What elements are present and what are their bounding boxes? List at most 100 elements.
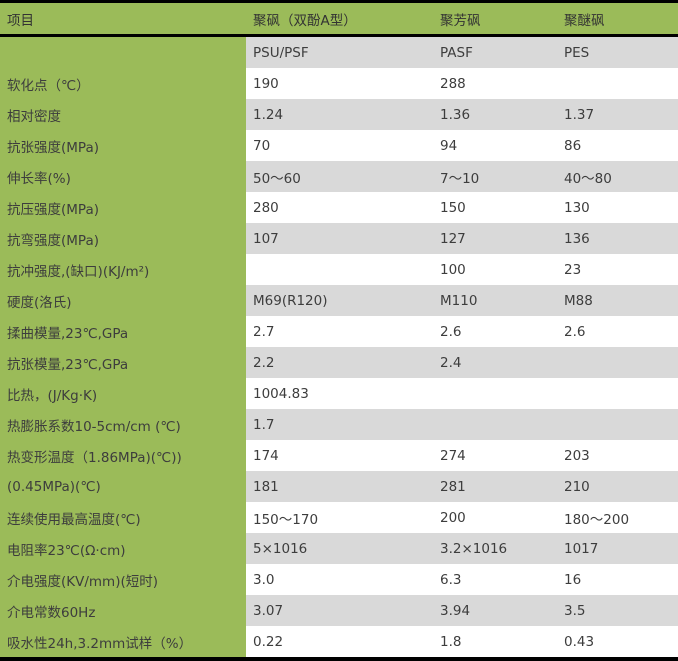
table-row: 相对密度 1.24 1.36 1.37 [0, 99, 678, 130]
table-row: 热膨胀系数10-5cm/cm (℃) 1.7 [0, 409, 678, 440]
cell-pasf: 2.4 [433, 347, 557, 378]
cell-psu: 2.2 [246, 347, 433, 378]
row-label: 抗张强度(MPa) [0, 130, 246, 161]
row-label: 吸水性24h,3.2mm试样（%） [0, 626, 246, 659]
cell-psu: 1.24 [246, 99, 433, 130]
cell-pasf: 288 [433, 68, 557, 99]
cell-pasf [433, 409, 557, 440]
row-label: 软化点（℃） [0, 68, 246, 99]
header-pasf: 聚芳砜 [433, 1, 557, 37]
cell-pes: 40～80 [557, 161, 678, 192]
cell-pasf: 3.2×1016 [433, 533, 557, 564]
cell-pasf: 6.3 [433, 564, 557, 595]
table-row: 揉曲模量,23℃,GPa 2.7 2.6 2.6 [0, 316, 678, 347]
table-row: 软化点（℃） 190 288 [0, 68, 678, 99]
cell-pes: M88 [557, 285, 678, 316]
table-row: PSU/PSF PASF PES [0, 35, 678, 68]
header-psu: 聚砜（双酚A型） [246, 1, 433, 37]
cell-pasf: 200 [433, 502, 557, 533]
cell-psu: 1.7 [246, 409, 433, 440]
cell-pes [557, 378, 678, 409]
row-label: 比热，(J/Kg·K) [0, 378, 246, 409]
table-row: 抗冲强度,(缺口)(KJ/m²) 100 23 [0, 254, 678, 285]
cell-pasf [433, 378, 557, 409]
cell-psu: 190 [246, 68, 433, 99]
row-label [0, 35, 246, 68]
table-row: 连续使用最高温度(℃) 150～170 200 180～200 [0, 502, 678, 533]
cell-psu: 107 [246, 223, 433, 254]
row-label: 抗压强度(MPa) [0, 192, 246, 223]
cell-pes: 16 [557, 564, 678, 595]
row-label: 热变形温度（1.86MPa)(℃)) [0, 440, 246, 471]
cell-psu: 50～60 [246, 161, 433, 192]
cell-pes: 23 [557, 254, 678, 285]
cell-pasf: M110 [433, 285, 557, 316]
header-pes: 聚醚砜 [557, 1, 678, 37]
row-label: 电阻率23℃(Ω·cm) [0, 533, 246, 564]
cell-psu: 174 [246, 440, 433, 471]
cell-pes: 136 [557, 223, 678, 254]
cell-psu: 3.07 [246, 595, 433, 626]
cell-pes: 203 [557, 440, 678, 471]
cell-psu: 2.7 [246, 316, 433, 347]
row-label: 介电强度(KV/mm)(短时) [0, 564, 246, 595]
header-item: 项目 [0, 1, 246, 37]
cell-pes: 1017 [557, 533, 678, 564]
cell-pasf: 1.36 [433, 99, 557, 130]
cell-pes: 180～200 [557, 502, 678, 533]
cell-pes: 2.6 [557, 316, 678, 347]
cell-pasf: 100 [433, 254, 557, 285]
cell-psu: 181 [246, 471, 433, 502]
table-row: 比热，(J/Kg·K) 1004.83 [0, 378, 678, 409]
row-label: 抗弯强度(MPa) [0, 223, 246, 254]
table-row: 吸水性24h,3.2mm试样（%） 0.22 1.8 0.43 [0, 626, 678, 659]
row-label: 热膨胀系数10-5cm/cm (℃) [0, 409, 246, 440]
row-label: 揉曲模量,23℃,GPa [0, 316, 246, 347]
row-label: 相对密度 [0, 99, 246, 130]
cell-pasf: 150 [433, 192, 557, 223]
cell-psu: PSU/PSF [246, 35, 433, 68]
table-row: 电阻率23℃(Ω·cm) 5×1016 3.2×1016 1017 [0, 533, 678, 564]
cell-psu [246, 254, 433, 285]
table-row: 抗压强度(MPa) 280 150 130 [0, 192, 678, 223]
row-label: 抗张模量,23℃,GPa [0, 347, 246, 378]
cell-psu: 280 [246, 192, 433, 223]
cell-pes: 3.5 [557, 595, 678, 626]
row-label: 伸长率(%) [0, 161, 246, 192]
cell-psu: 3.0 [246, 564, 433, 595]
cell-psu: 1004.83 [246, 378, 433, 409]
cell-pasf: 2.6 [433, 316, 557, 347]
cell-pasf: 274 [433, 440, 557, 471]
table-row: 抗张强度(MPa) 70 94 86 [0, 130, 678, 161]
cell-pasf: 1.8 [433, 626, 557, 659]
cell-pasf: PASF [433, 35, 557, 68]
header-row: 项目 聚砜（双酚A型） 聚芳砜 聚醚砜 [0, 1, 678, 37]
row-label: (0.45MPa)(℃) [0, 471, 246, 502]
table-row: 抗张模量,23℃,GPa 2.2 2.4 [0, 347, 678, 378]
cell-pes [557, 68, 678, 99]
cell-pes [557, 409, 678, 440]
cell-pes: 210 [557, 471, 678, 502]
table-row: 抗弯强度(MPa) 107 127 136 [0, 223, 678, 254]
cell-pasf: 127 [433, 223, 557, 254]
table-row: 介电常数60Hz 3.07 3.94 3.5 [0, 595, 678, 626]
cell-psu: 70 [246, 130, 433, 161]
cell-pes: 0.43 [557, 626, 678, 659]
cell-psu: 0.22 [246, 626, 433, 659]
row-label: 抗冲强度,(缺口)(KJ/m²) [0, 254, 246, 285]
table-row: 热变形温度（1.86MPa)(℃)) 174 274 203 [0, 440, 678, 471]
cell-psu: M69(R120) [246, 285, 433, 316]
cell-pes: 130 [557, 192, 678, 223]
cell-pes [557, 347, 678, 378]
cell-pes: 1.37 [557, 99, 678, 130]
cell-pasf: 281 [433, 471, 557, 502]
row-label: 介电常数60Hz [0, 595, 246, 626]
cell-psu: 5×1016 [246, 533, 433, 564]
table-row: 介电强度(KV/mm)(短时) 3.0 6.3 16 [0, 564, 678, 595]
cell-pes: PES [557, 35, 678, 68]
table-row: 伸长率(%) 50～60 7～10 40～80 [0, 161, 678, 192]
cell-pes: 86 [557, 130, 678, 161]
cell-psu: 150～170 [246, 502, 433, 533]
table-row: 硬度(洛氏) M69(R120) M110 M88 [0, 285, 678, 316]
